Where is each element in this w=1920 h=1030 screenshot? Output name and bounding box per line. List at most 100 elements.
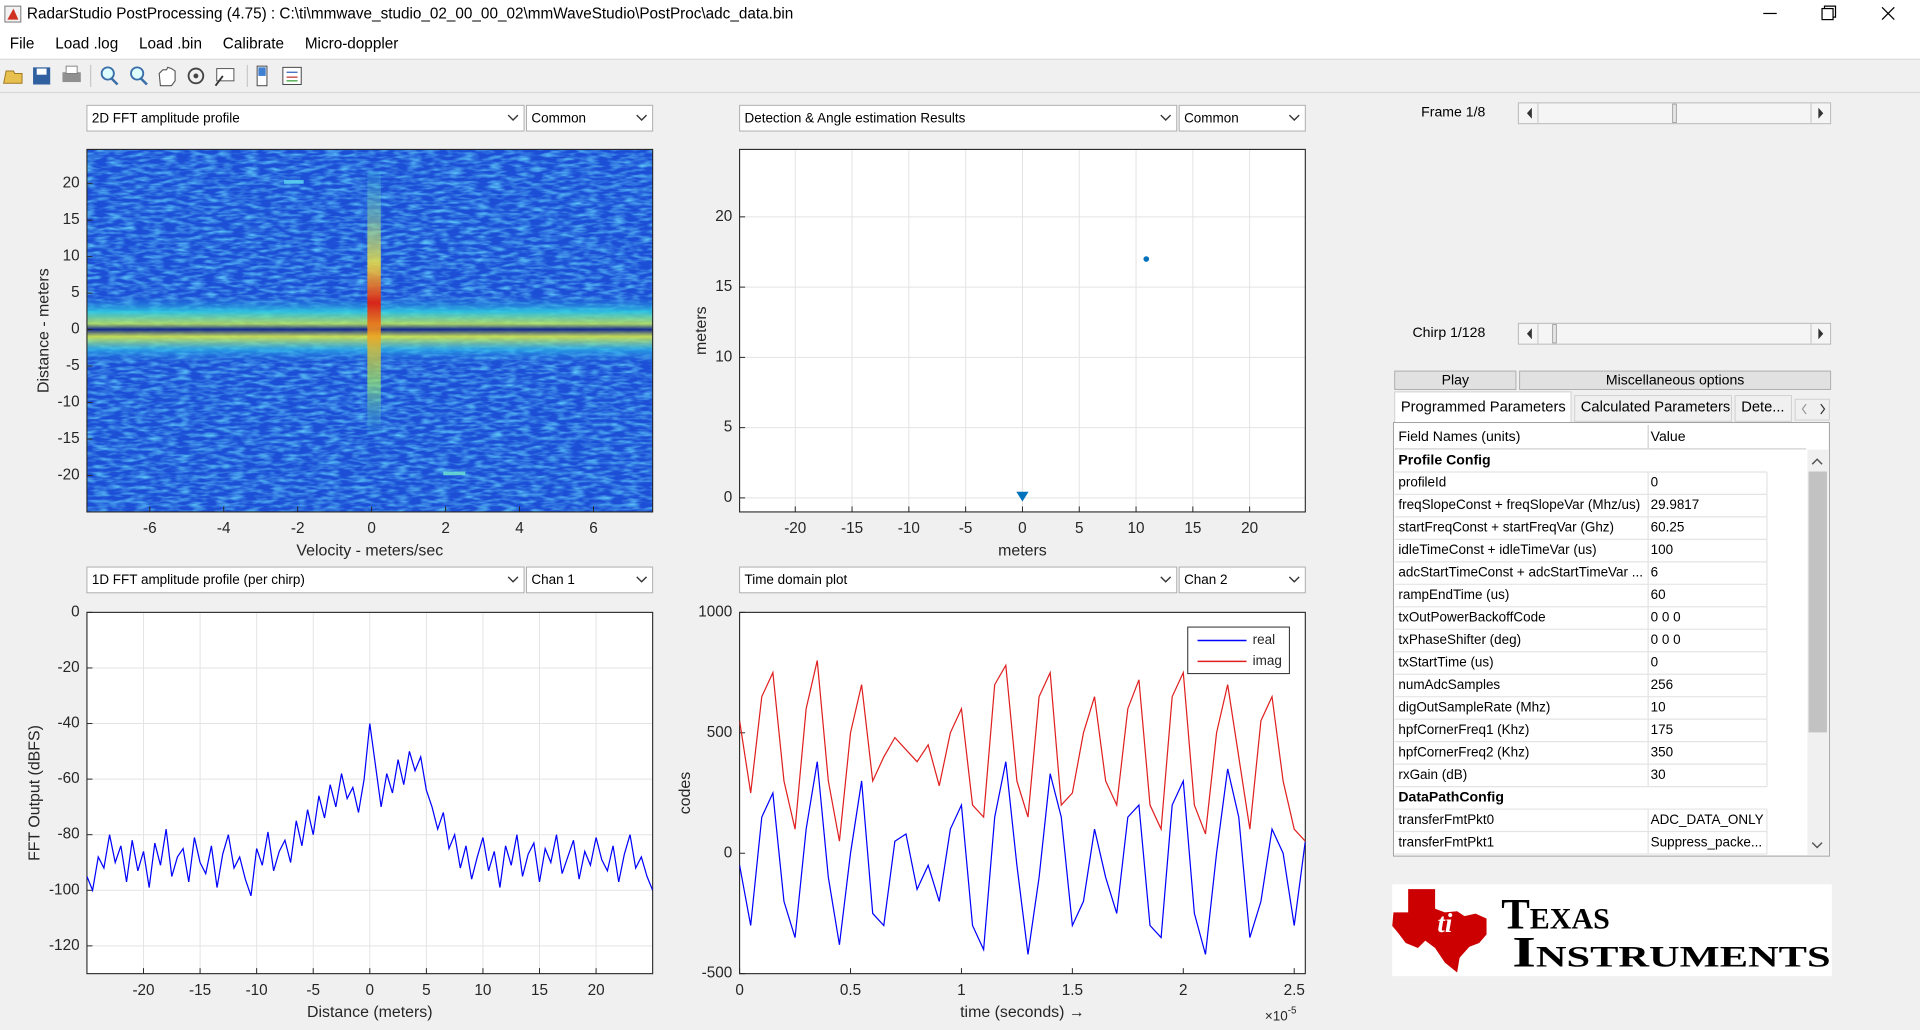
slider-right-arrow[interactable]: [1818, 328, 1824, 340]
table-scroll-up[interactable]: [1811, 458, 1823, 465]
table-field: numAdcSamples: [1398, 677, 1500, 692]
dropdown-text: Time domain plot: [744, 572, 847, 587]
rotate-button[interactable]: [187, 67, 205, 85]
x-scale-base: ×10: [1265, 1008, 1288, 1023]
y-tick-label: -20: [57, 467, 79, 484]
menu-item[interactable]: File: [10, 36, 35, 53]
y-tick-label: 5: [724, 419, 733, 436]
x-tick-label: 4: [515, 520, 524, 537]
dropdown-text: Detection & Angle estimation Results: [744, 110, 965, 125]
table-value: Suppress_packe...: [1651, 834, 1763, 849]
x-tick-label: 5: [1075, 520, 1084, 537]
slider-right-arrow[interactable]: [1818, 107, 1824, 119]
legend-button[interactable]: [282, 66, 302, 85]
data-cursor-button[interactable]: [214, 68, 235, 87]
x-tick-label: 20: [1241, 520, 1258, 537]
data-line: [739, 761, 1306, 955]
dropdown[interactable]: [1178, 104, 1306, 132]
open-button[interactable]: [3, 70, 23, 84]
menu-item[interactable]: Load .bin: [139, 36, 202, 53]
x-tick-label: -15: [841, 520, 863, 537]
button[interactable]: [1519, 370, 1832, 390]
x-tick-label: 10: [1128, 520, 1145, 537]
detection-point: [1143, 256, 1150, 262]
zoom-out-button[interactable]: [130, 66, 148, 86]
table-field: txPhaseShifter (deg): [1398, 632, 1521, 647]
button[interactable]: [1394, 370, 1517, 390]
table-header-cell: Value: [1651, 428, 1686, 444]
dropdown[interactable]: [739, 104, 1178, 132]
slider-left-arrow[interactable]: [1526, 328, 1532, 340]
table-field: hpfCornerFreq2 (Khz): [1398, 744, 1529, 759]
dropdown[interactable]: [1178, 566, 1306, 594]
table-scroll-down[interactable]: [1811, 842, 1823, 849]
table-value: 0 0 0: [1651, 632, 1681, 647]
table-field: transferFmtPkt0: [1398, 812, 1494, 827]
ti-logo: ti: [1392, 884, 1832, 977]
slider-label: Chirp 1/128: [1413, 324, 1486, 340]
axes-frame: [739, 148, 1306, 513]
tab-scroll-right[interactable]: [1820, 403, 1826, 415]
y-tick-label: -120: [49, 937, 80, 954]
menu-bar: [0, 29, 1920, 59]
table-value: 0: [1651, 655, 1658, 670]
x-tick-label: -10: [246, 982, 268, 999]
slider-thumb[interactable]: [1552, 324, 1557, 344]
dropdown[interactable]: [739, 566, 1178, 594]
toolbar: [3, 64, 302, 87]
slider-left-arrow[interactable]: [1526, 107, 1532, 119]
tab[interactable]: [1394, 391, 1572, 424]
button-label: Play: [1442, 372, 1470, 388]
tab-scroll-left[interactable]: [1801, 403, 1807, 415]
menu-item[interactable]: Load .log: [55, 36, 118, 53]
slider-label: Frame 1/8: [1421, 103, 1485, 119]
table-field: adcStartTimeConst + adcStartTimeVar ...: [1398, 565, 1643, 580]
slider-thumb[interactable]: [1672, 103, 1677, 123]
dropdown-arrow: [507, 576, 519, 583]
zoom-in-button[interactable]: [100, 66, 119, 86]
print-button[interactable]: [62, 65, 81, 83]
save-button[interactable]: [33, 67, 51, 85]
slider-track[interactable]: [1517, 322, 1832, 345]
y-tick-label: -10: [57, 394, 79, 411]
dropdown[interactable]: [86, 566, 525, 594]
tab[interactable]: [1734, 395, 1792, 422]
y-axis-label: codes: [677, 772, 694, 814]
dropdown[interactable]: [86, 104, 525, 132]
y-tick-label: -100: [49, 881, 80, 898]
table-field: hpfCornerFreq1 (Khz): [1398, 722, 1529, 737]
table-field: transferFmtPkt1: [1398, 834, 1494, 849]
table-value: ADC_DATA_ONLY: [1651, 812, 1764, 827]
y-axis-label: FFT Output (dBFS): [27, 725, 44, 861]
dropdown-text: Common: [1184, 110, 1239, 125]
tab-label: Programmed Parameters: [1401, 400, 1566, 416]
heatmap-image: [86, 149, 653, 512]
y-tick-label: 1000: [698, 603, 732, 620]
colorbar-button[interactable]: [256, 65, 268, 87]
dropdown[interactable]: [526, 104, 654, 132]
tab[interactable]: [1574, 395, 1732, 422]
table-field: txStartTime (us): [1398, 655, 1493, 670]
tab-label: Dete...: [1741, 400, 1784, 416]
pan-button[interactable]: [158, 66, 176, 87]
x-tick-label: 0: [735, 982, 744, 999]
y-tick-label: -500: [702, 965, 733, 982]
table-value: 29.9817: [1651, 497, 1700, 512]
dropdown-text: Chan 1: [531, 572, 574, 587]
x-tick-label: -4: [217, 520, 231, 537]
y-tick-label: 20: [715, 208, 732, 225]
y-tick-label: 0: [724, 489, 733, 506]
menu-item[interactable]: Micro-doppler: [305, 36, 399, 53]
close-button[interactable]: [1881, 6, 1895, 21]
legend-label: real: [1253, 632, 1275, 647]
restore-button[interactable]: [1821, 5, 1837, 21]
dropdown[interactable]: [526, 566, 654, 594]
y-tick-label: 10: [715, 348, 732, 365]
table-field: idleTimeConst + idleTimeVar (us): [1398, 542, 1596, 557]
logo-text: Texas: [1501, 891, 1610, 938]
table-field: startFreqConst + startFreqVar (Ghz): [1398, 520, 1614, 535]
menu-item[interactable]: Calibrate: [223, 36, 284, 53]
x-axis-label: time (seconds) →: [960, 1004, 1085, 1021]
table-scroll-thumb[interactable]: [1808, 471, 1827, 733]
